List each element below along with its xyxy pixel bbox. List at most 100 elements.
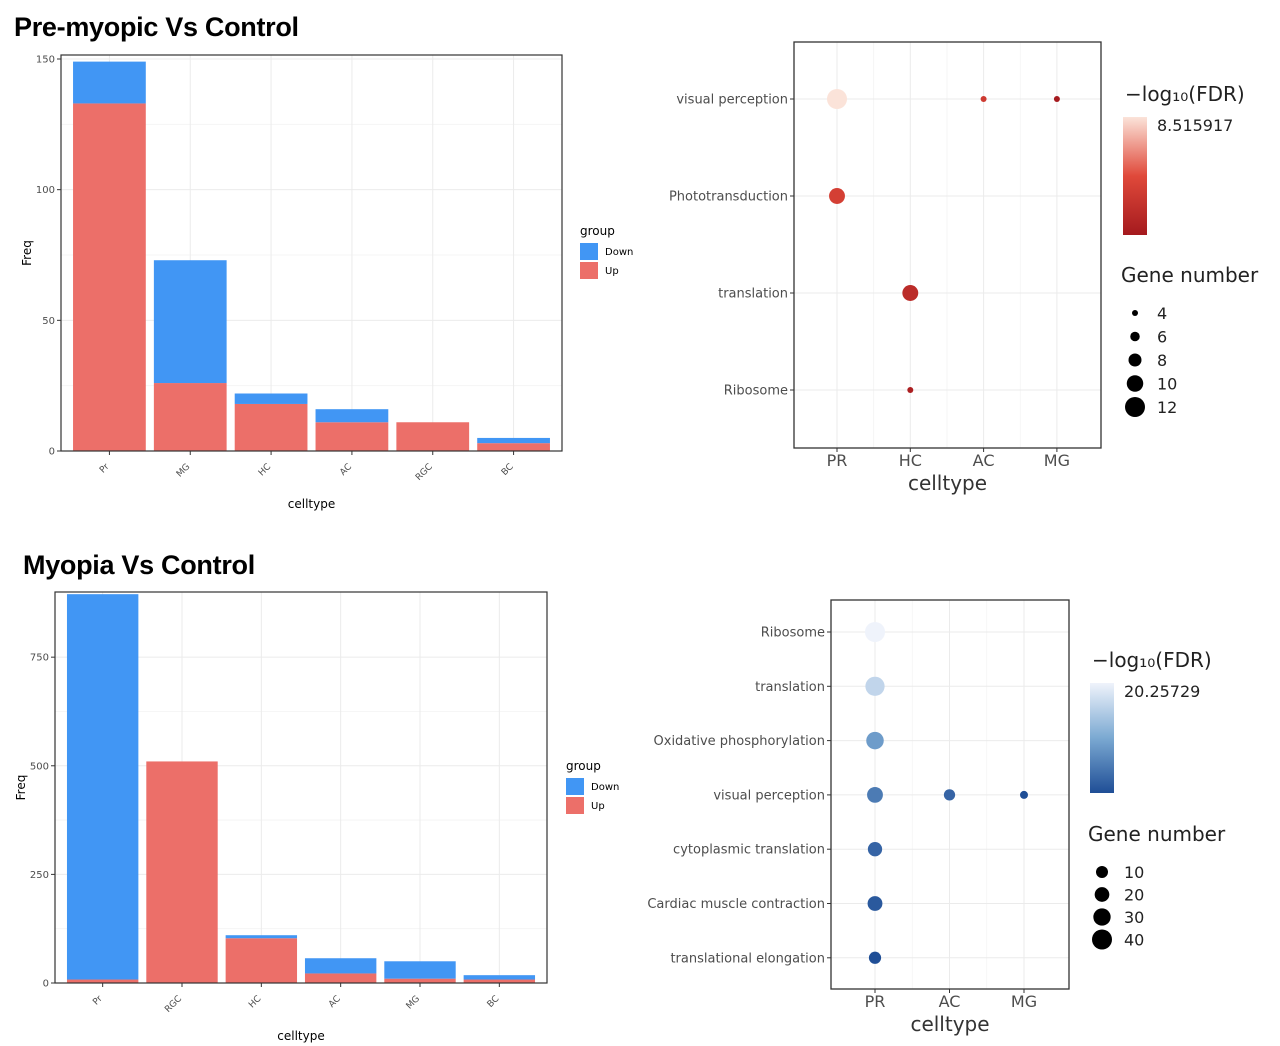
dot-ribosome-hc	[907, 387, 914, 393]
dot-visual-perception-mg	[1053, 96, 1060, 102]
legend-title: group	[580, 224, 615, 238]
x-axis-label: celltype	[908, 471, 987, 495]
x-axis-label: celltype	[288, 497, 335, 511]
x-tick-label: HC	[257, 462, 273, 478]
plot-border	[793, 41, 1102, 449]
dot-translation-pr	[865, 676, 885, 696]
dot-visual-perception-ac	[943, 789, 956, 801]
dot-phototransduction-pr	[829, 188, 845, 204]
x-tick-label: RGC	[163, 994, 184, 1015]
legend-label-up: Up	[605, 266, 619, 277]
y-tick-label: 0	[49, 447, 55, 458]
plot-border	[54, 591, 548, 984]
size-legend-label: 8	[1157, 351, 1167, 370]
y-tick-label: translation	[755, 680, 825, 695]
x-tick-label: Pr	[98, 462, 112, 476]
legend-title: group	[566, 759, 601, 773]
bar-chart-pre-myopic: 0 50 100 150 Pr MG HC AC RGC BC celltype Freq group D…	[20, 54, 633, 511]
bar-pr-up	[66, 979, 139, 983]
legend-swatch-down	[580, 243, 598, 260]
color-legend-label: 8.515917	[1157, 116, 1233, 135]
y-tick-label: 250	[30, 870, 49, 881]
x-tick-label: MG	[1011, 992, 1037, 1011]
bar-hc-down	[225, 935, 298, 939]
legend-swatch-up	[580, 262, 598, 279]
dot-cytoplasmic-translation-pr	[867, 842, 883, 857]
legend-label-down: Down	[591, 782, 619, 793]
y-tick-label: visual perception	[713, 788, 825, 803]
x-tick-label: PR	[827, 451, 848, 470]
x-tick-label: AC	[338, 462, 354, 478]
bar-ac-down	[304, 958, 377, 974]
y-tick-label: 100	[36, 185, 55, 196]
size-legend-dot	[1126, 375, 1144, 392]
x-tick-label: HC	[247, 994, 263, 1010]
size-legend-dot	[1130, 331, 1140, 342]
y-tick-label: Ribosome	[724, 384, 788, 399]
size-legend-dot	[1094, 887, 1110, 902]
y-tick-label: 150	[36, 55, 55, 66]
legend-label-down: Down	[605, 247, 633, 258]
section-title-myopia: Myopia Vs Control	[23, 550, 255, 580]
bar-pr-down	[66, 594, 139, 980]
dot-translation-hc	[902, 285, 919, 301]
legend-swatch-up	[566, 797, 584, 814]
legend-label-up: Up	[591, 801, 605, 812]
x-tick-label: HC	[899, 451, 922, 470]
size-legend-label: 30	[1124, 908, 1144, 927]
size-legend-label: 4	[1157, 304, 1167, 323]
x-tick-label: Pr	[91, 994, 105, 1008]
x-tick-label: RGC	[414, 462, 435, 483]
x-tick-label: PR	[865, 992, 886, 1011]
section-title-pre-myopic: Pre-myopic Vs Control	[14, 12, 299, 42]
dot-visual-perception-pr	[867, 786, 883, 803]
x-tick-label: MG	[175, 462, 193, 480]
y-axis-label: Freq	[14, 775, 28, 801]
bar-rgc-up	[146, 761, 218, 983]
plot-border	[60, 54, 563, 452]
bar-pr-up	[73, 103, 146, 451]
size-legend-label: 40	[1124, 931, 1144, 950]
dot-visual-perception-mg	[1020, 790, 1028, 799]
size-legend-dot	[1096, 866, 1108, 878]
bar-bc-down	[477, 437, 550, 444]
size-legend-label: 20	[1124, 886, 1144, 905]
bar-hc-down	[234, 393, 308, 404]
size-legend-label: 10	[1124, 863, 1144, 882]
x-tick-label: AC	[939, 992, 961, 1011]
bar-ac-up	[315, 422, 389, 451]
bar-hc-up	[234, 403, 308, 451]
size-legend-dot	[1125, 397, 1145, 417]
bar-mg-up	[384, 978, 456, 983]
bar-bc-up	[477, 443, 550, 451]
color-legend-bar	[1123, 117, 1147, 235]
x-tick-label: BC	[500, 462, 516, 478]
y-tick-label: 750	[30, 653, 49, 664]
y-tick-label: translational elongation	[670, 951, 825, 966]
bar-mg-up	[153, 383, 227, 451]
dot-visual-perception-ac	[980, 96, 987, 102]
color-legend-title: −log₁₀(FDR)	[1125, 82, 1245, 106]
bar-ac-up	[304, 973, 377, 983]
size-legend-label: 6	[1157, 328, 1167, 347]
y-tick-label: cytoplasmic translation	[673, 843, 825, 858]
size-legend-dot	[1093, 908, 1111, 926]
dot-ribosome-pr	[865, 622, 885, 642]
x-axis-label: celltype	[910, 1012, 989, 1036]
bar-mg-down	[153, 260, 227, 384]
x-tick-label: BC	[486, 994, 502, 1010]
y-tick-label: translation	[718, 287, 788, 302]
dot-oxidative-phosphorylation-pr	[866, 731, 884, 750]
y-tick-label: 0	[43, 979, 49, 990]
size-legend-label: 12	[1157, 398, 1177, 417]
color-legend-title: −log₁₀(FDR)	[1092, 648, 1212, 672]
x-tick-label: AC	[327, 994, 343, 1010]
y-tick-label: visual perception	[676, 93, 788, 108]
size-legend-dot	[1128, 353, 1142, 367]
x-tick-label: MG	[1044, 451, 1070, 470]
y-tick-label: Ribosome	[761, 626, 825, 641]
size-legend-dot	[1092, 929, 1112, 950]
bar-hc-up	[225, 938, 298, 983]
bar-rgc-up	[396, 422, 470, 451]
bar-mg-down	[384, 961, 456, 979]
